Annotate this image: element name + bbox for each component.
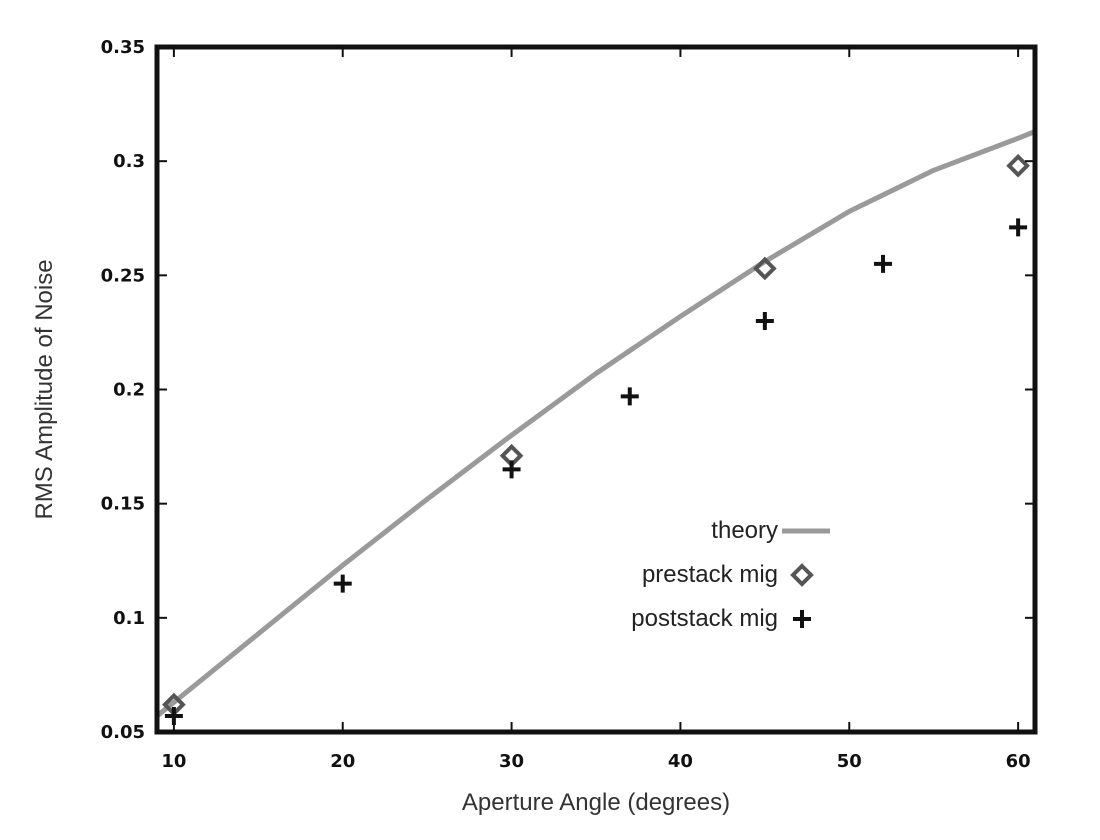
y-tick-label: 0.1 xyxy=(113,608,145,629)
x-tick-label: 30 xyxy=(499,751,524,772)
legend: theory prestack mig poststack mig xyxy=(631,517,830,632)
poststack-point xyxy=(1009,218,1028,237)
legend-label: poststack mig xyxy=(631,605,778,632)
poststack-point xyxy=(502,460,521,479)
y-tick-label: 0.2 xyxy=(113,380,145,401)
prestack-point xyxy=(1006,153,1030,178)
poststack-point xyxy=(620,387,639,406)
poststack-point xyxy=(874,254,893,273)
axis-ticks: 10 20 30 40 50 60 0.05 0.1 0.15 0.2 0.25 0.3 0.35 xyxy=(101,37,1035,772)
y-axis-label: RMS Amplitude of Noise xyxy=(31,259,58,519)
x-tick-label: 50 xyxy=(837,751,862,772)
y-tick-label: 0.35 xyxy=(101,37,145,58)
y-tick-label: 0.3 xyxy=(113,151,145,172)
poststack-point xyxy=(755,312,774,330)
x-tick-label: 40 xyxy=(668,751,693,772)
plot-area xyxy=(155,129,1036,726)
x-tick-label: 60 xyxy=(1006,751,1031,772)
prestack-point xyxy=(753,256,777,281)
poststack-point xyxy=(333,574,352,593)
theory-line xyxy=(155,129,1036,718)
y-tick-label: 0.05 xyxy=(101,722,145,743)
legend-plus-swatch xyxy=(793,610,811,628)
x-axis-label: Aperture Angle (degrees) xyxy=(462,789,730,816)
legend-label: theory xyxy=(711,517,778,544)
y-tick-label: 0.25 xyxy=(101,265,145,286)
plot-frame xyxy=(154,44,1038,735)
x-tick-label: 20 xyxy=(330,751,355,772)
x-tick-label: 10 xyxy=(161,751,186,772)
y-tick-label: 0.15 xyxy=(101,494,145,515)
legend-label: prestack mig xyxy=(642,561,778,588)
legend-diamond-swatch xyxy=(790,563,814,587)
